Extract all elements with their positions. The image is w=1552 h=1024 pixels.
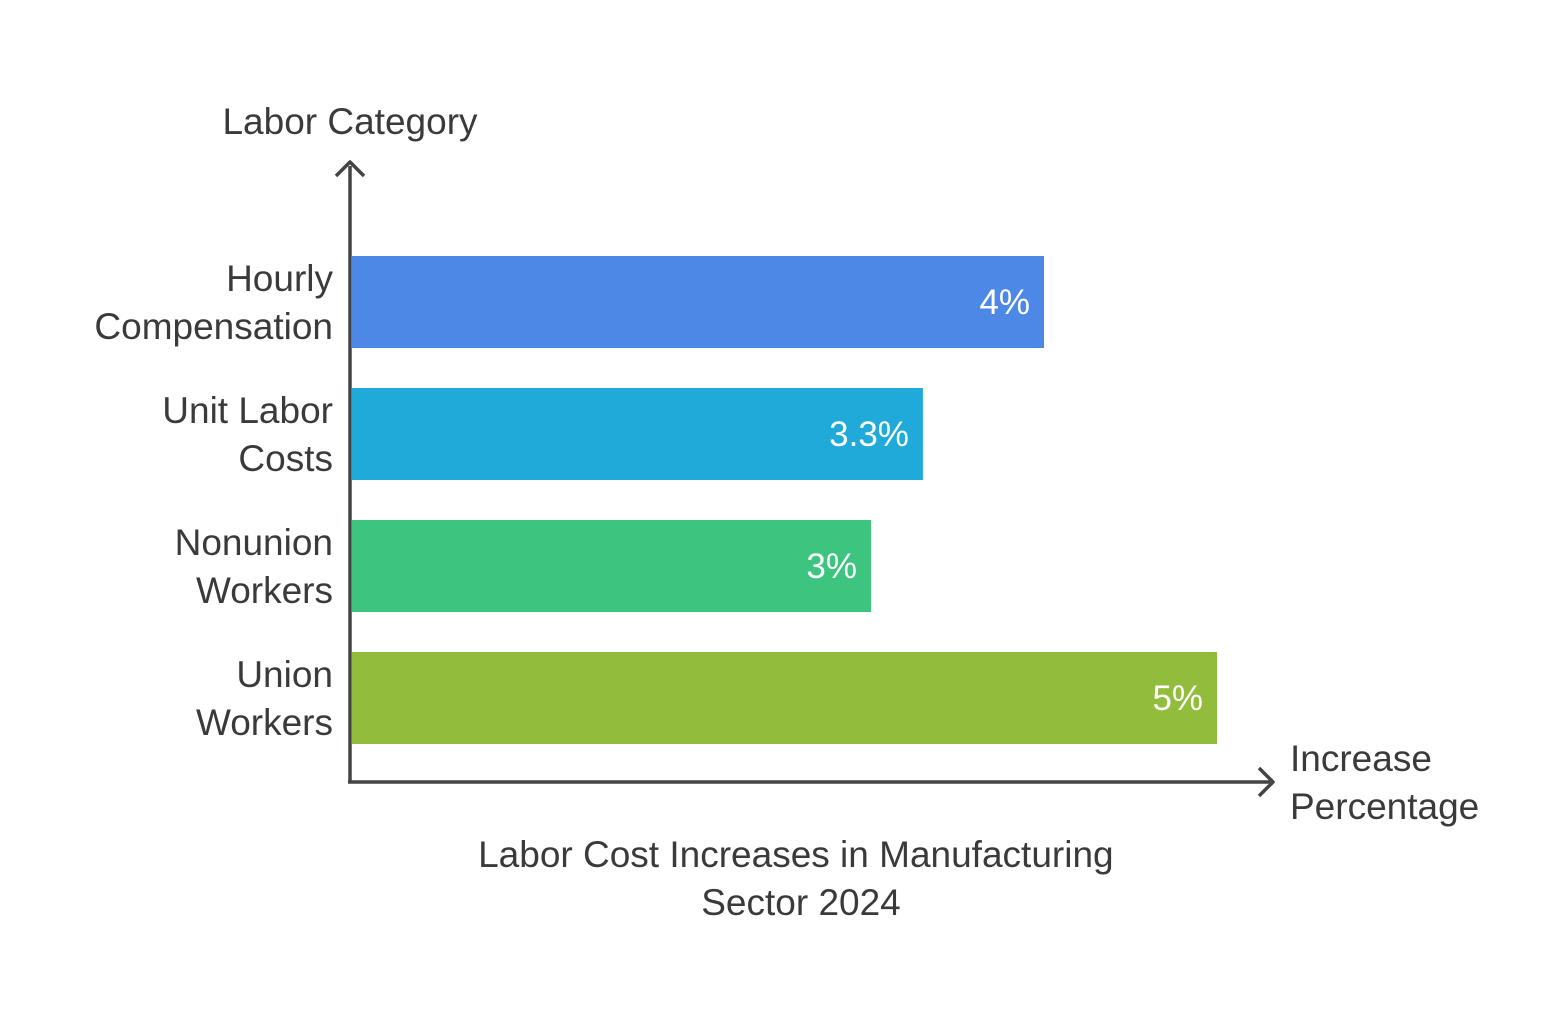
category-label-3-line-1: Union [236,654,333,695]
category-label-1-line-2: Costs [238,438,333,479]
category-label-3-line-2: Workers [196,702,333,743]
y-axis-arrowhead [334,160,366,178]
category-label-1: Unit Labor Costs [162,390,333,479]
x-axis-title-line-1: Increase [1290,738,1432,779]
bar-value-label-3: 5% [1152,679,1203,718]
x-axis-title-line-2: Percentage [1290,786,1479,827]
bar-0 [352,256,1045,348]
category-label-0-line-1: Hourly [226,258,333,299]
category-label-2-line-1: Nonunion [175,522,333,563]
bar-1 [352,388,923,480]
bar-value-label-1: 3.3% [829,415,909,454]
category-label-1-line-1: Unit Labor [162,390,333,431]
category-label-2-line-2: Workers [196,570,333,611]
bar-3 [352,652,1218,744]
category-label-2: Nonunion Workers [175,522,333,611]
category-label-3: Union Workers [196,654,333,743]
chart-title: Labor Cost Increases in Manufacturing Se… [478,834,1124,923]
bar-value-label-0: 4% [979,283,1030,322]
bar-value-label-2: 3% [806,547,857,586]
chart-title-line-2: Sector 2024 [701,882,901,923]
bar-2 [352,520,872,612]
category-label-0-line-2: Compensation [94,306,333,347]
chart-title-line-1: Labor Cost Increases in Manufacturing [478,834,1114,875]
x-axis-title: Increase Percentage [1290,738,1479,827]
category-labels: Hourly Compensation Unit Labor Costs Nonunio… [94,258,333,743]
category-label-0: Hourly Compensation [94,258,333,347]
y-axis-title: Labor Category [222,101,478,142]
bars-group: 4% 3.3% 3% 5% [352,256,1218,744]
x-axis-arrowhead [1257,766,1275,798]
